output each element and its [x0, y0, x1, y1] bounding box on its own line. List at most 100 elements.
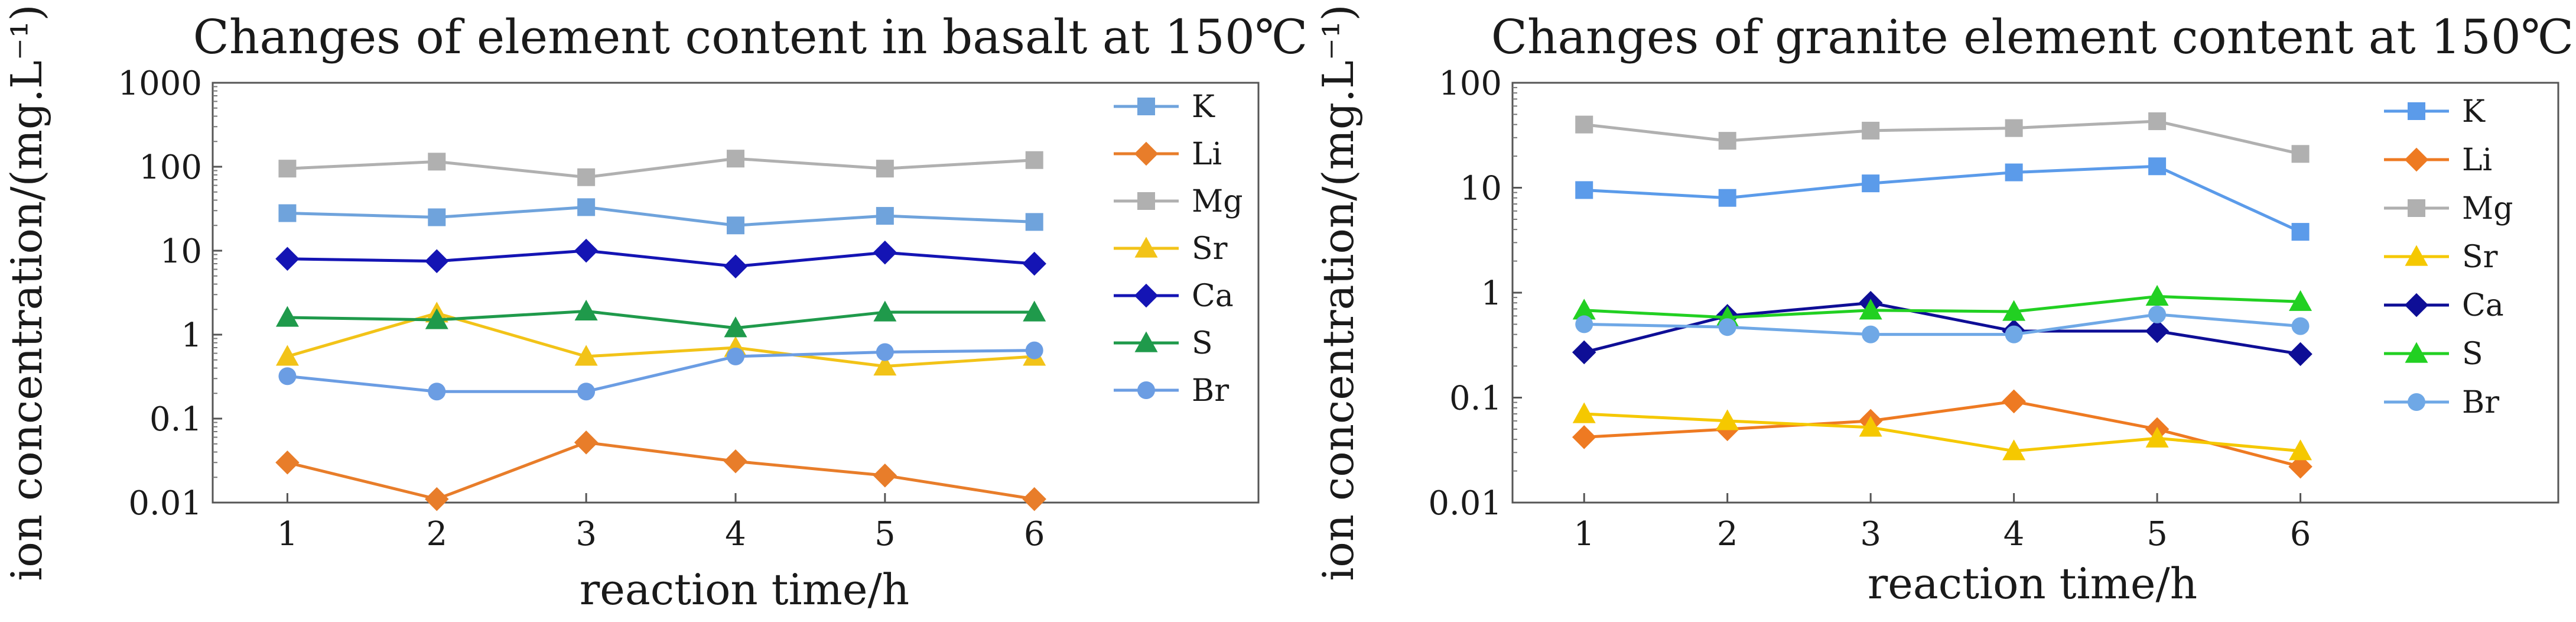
data-point-s: [2002, 300, 2026, 321]
data-point-mg: [2005, 119, 2023, 137]
data-point-br: [278, 367, 297, 385]
legend-marker: [1134, 237, 1158, 258]
x-tick-label: 4: [2003, 515, 2025, 553]
data-point-ca: [2288, 342, 2312, 367]
x-tick-label: 1: [277, 515, 298, 553]
data-point-ca: [1572, 340, 1596, 365]
data-point-mg: [727, 150, 744, 168]
data-point-sr: [574, 345, 598, 366]
data-point-li: [2288, 454, 2312, 479]
data-point-mg: [278, 160, 297, 178]
y-tick-label: 10: [160, 232, 202, 271]
series-sr: [1572, 402, 2312, 461]
series-line-k: [1584, 164, 2301, 234]
data-point-s: [2289, 290, 2312, 311]
data-point-mg: [1718, 132, 1736, 150]
y-tick-label: 0.01: [1428, 484, 1502, 523]
x-tick-label: 5: [874, 515, 896, 553]
series-br: [278, 341, 1043, 401]
data-point-k: [876, 207, 894, 225]
legend-marker: [2404, 293, 2429, 318]
data-point-ca: [1022, 251, 1046, 276]
data-point-li: [275, 450, 300, 475]
y-tick-label: 0.1: [149, 400, 202, 439]
y-tick-label: 1000: [118, 64, 202, 103]
data-point-ca: [425, 249, 449, 273]
data-point-k: [1575, 181, 1593, 199]
data-point-br: [1025, 341, 1043, 359]
x-tick-label: 2: [426, 515, 447, 553]
data-point-mg: [1575, 115, 1593, 134]
legend-label: Li: [2462, 142, 2492, 178]
data-point-ca: [574, 238, 599, 263]
series-mg: [278, 150, 1043, 186]
data-point-ca: [2145, 319, 2170, 344]
data-point-sr: [2145, 426, 2169, 448]
data-point-li: [1022, 487, 1046, 511]
series-ca: [1572, 290, 2312, 367]
data-point-sr: [873, 354, 897, 376]
chart-title: Changes of granite element content at 15…: [1491, 9, 2574, 64]
data-point-mg: [1862, 121, 1880, 140]
basalt-chart: Changes of element content in basalt at …: [2, 4, 1307, 614]
data-point-li: [1572, 425, 1596, 449]
series-line-ca: [1583, 301, 2301, 356]
data-point-br: [428, 383, 446, 401]
data-point-k: [278, 204, 297, 222]
data-point-k: [2291, 223, 2310, 241]
data-point-mg: [2291, 145, 2310, 163]
legend-marker: [2408, 102, 2425, 120]
x-tick-label: 3: [575, 515, 597, 553]
legend-label: Mg: [1192, 184, 1243, 219]
series-li: [275, 430, 1046, 511]
data-point-sr: [2289, 439, 2312, 461]
data-point-sr: [2002, 439, 2026, 461]
legend-label: Ca: [1192, 278, 1234, 314]
x-tick-label: 2: [1717, 515, 1738, 553]
legend-label: S: [1192, 326, 1213, 361]
series-s: [1572, 284, 2312, 327]
series-line-mg: [287, 157, 1035, 179]
series-ca: [275, 238, 1046, 278]
data-point-br: [2148, 305, 2167, 323]
data-point-li: [723, 449, 748, 474]
data-point-k: [428, 208, 446, 226]
data-point-li: [873, 463, 897, 488]
legend-label: Br: [2462, 385, 2499, 420]
y-axis-label: ion concentration/(mg.L⁻¹): [2, 4, 51, 581]
x-tick-label: 6: [1024, 515, 1045, 553]
x-tick-label: 6: [2290, 515, 2311, 553]
data-point-mg: [1025, 151, 1043, 169]
data-point-br: [2005, 325, 2023, 344]
legend-label: S: [2462, 336, 2483, 372]
data-point-br: [727, 347, 744, 365]
x-axis-label: reaction time/h: [1868, 559, 2197, 608]
data-point-ca: [723, 254, 748, 278]
data-point-s: [1023, 300, 1046, 322]
y-axis-label: ion concentration/(mg.L⁻¹): [1313, 4, 1363, 581]
legend-marker: [2405, 245, 2428, 266]
legend-marker: [2408, 393, 2425, 411]
data-point-s: [1572, 299, 1596, 320]
data-point-sr: [1572, 402, 1596, 423]
data-point-k: [2148, 157, 2167, 176]
legend-marker: [2408, 199, 2425, 217]
series-line-k: [287, 205, 1035, 227]
x-axis-label: reaction time/h: [580, 565, 909, 614]
data-point-li: [2002, 389, 2026, 414]
y-tick-label: 0.1: [1449, 380, 1502, 418]
series-line-br: [1584, 313, 2301, 336]
data-point-s: [425, 308, 448, 329]
series-mg: [1575, 112, 2310, 163]
y-tick-label: 1: [1481, 274, 1502, 313]
legend-label: K: [2462, 94, 2486, 129]
series-k: [278, 198, 1043, 235]
data-point-br: [1718, 318, 1736, 336]
legend-marker: [2404, 147, 2429, 172]
data-point-li: [574, 430, 599, 455]
data-point-br: [876, 343, 894, 361]
x-tick-label: 4: [725, 515, 746, 553]
legend-marker: [1134, 331, 1158, 352]
data-point-k: [727, 216, 744, 235]
data-point-br: [2291, 317, 2310, 335]
